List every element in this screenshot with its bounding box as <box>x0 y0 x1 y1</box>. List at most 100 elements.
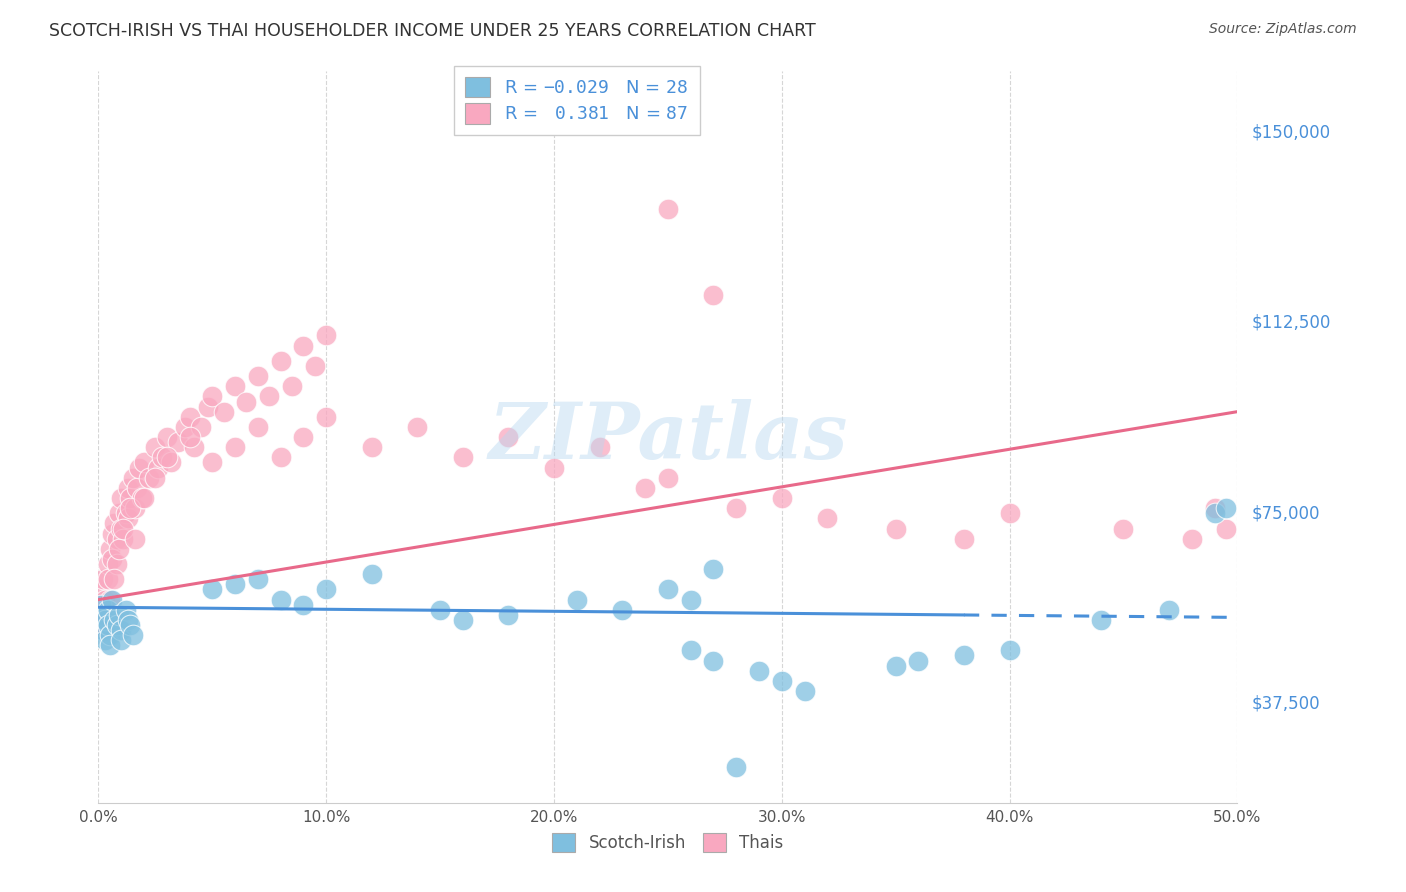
Point <box>160 455 183 469</box>
Point <box>105 557 128 571</box>
Point <box>117 481 139 495</box>
Point <box>201 582 224 597</box>
Point <box>315 328 337 343</box>
Text: $75,000: $75,000 <box>1251 504 1320 523</box>
Point <box>190 420 212 434</box>
Point <box>1157 603 1180 617</box>
Point <box>114 506 136 520</box>
Point <box>105 618 128 632</box>
Point <box>120 491 142 505</box>
Point <box>146 460 169 475</box>
Point <box>156 430 179 444</box>
Point <box>451 450 474 465</box>
Point <box>657 582 679 597</box>
Point <box>953 532 976 546</box>
Point <box>94 613 117 627</box>
Point <box>998 643 1021 657</box>
Point <box>1204 501 1226 516</box>
Point <box>179 409 201 424</box>
Point <box>108 607 131 622</box>
Point <box>1215 501 1237 516</box>
Point <box>315 582 337 597</box>
Point <box>150 450 173 465</box>
Point <box>96 557 118 571</box>
Point <box>91 623 114 637</box>
Point <box>1215 521 1237 535</box>
Point <box>131 491 153 505</box>
Point <box>793 684 815 698</box>
Point <box>105 532 128 546</box>
Point <box>197 400 219 414</box>
Point <box>90 598 112 612</box>
Point <box>91 607 114 622</box>
Point <box>201 455 224 469</box>
Point <box>124 501 146 516</box>
Point <box>96 618 118 632</box>
Point <box>884 521 907 535</box>
Point <box>156 450 179 465</box>
Point <box>98 628 121 642</box>
Point <box>246 572 269 586</box>
Point <box>145 471 167 485</box>
Point <box>132 455 155 469</box>
Point <box>96 572 118 586</box>
Point <box>1204 506 1226 520</box>
Text: Source: ZipAtlas.com: Source: ZipAtlas.com <box>1209 22 1357 37</box>
Point <box>634 481 657 495</box>
Text: $150,000: $150,000 <box>1251 123 1330 141</box>
Point <box>112 532 135 546</box>
Point <box>179 430 201 444</box>
Point <box>110 491 132 505</box>
Point <box>612 603 634 617</box>
Point <box>98 592 121 607</box>
Point <box>98 638 121 652</box>
Point <box>543 460 565 475</box>
Point <box>117 613 139 627</box>
Text: ZIPatlas: ZIPatlas <box>488 399 848 475</box>
Point <box>815 511 838 525</box>
Text: SCOTCH-IRISH VS THAI HOUSEHOLDER INCOME UNDER 25 YEARS CORRELATION CHART: SCOTCH-IRISH VS THAI HOUSEHOLDER INCOME … <box>49 22 815 40</box>
Point <box>907 654 929 668</box>
Point <box>224 577 246 591</box>
Point <box>292 430 315 444</box>
Point <box>953 648 976 663</box>
Point <box>702 288 724 302</box>
Point <box>224 440 246 454</box>
Point <box>121 628 143 642</box>
Point <box>246 420 269 434</box>
Point <box>103 516 125 531</box>
Point <box>292 598 315 612</box>
Point <box>183 440 205 454</box>
Point <box>108 541 131 556</box>
Point <box>588 440 610 454</box>
Text: $37,500: $37,500 <box>1251 695 1320 713</box>
Point <box>108 506 131 520</box>
Point <box>679 643 702 657</box>
Point <box>91 607 114 622</box>
Point <box>110 623 132 637</box>
Point <box>304 359 326 373</box>
Point <box>748 664 770 678</box>
Point <box>360 567 382 582</box>
Point <box>174 420 197 434</box>
Point <box>96 603 118 617</box>
Point <box>679 592 702 607</box>
Point <box>270 354 292 368</box>
Point <box>127 481 149 495</box>
Point <box>1181 532 1204 546</box>
Point <box>657 471 679 485</box>
Point <box>94 592 117 607</box>
Point <box>94 633 117 648</box>
Point <box>103 572 125 586</box>
Point <box>498 607 520 622</box>
Point <box>145 440 167 454</box>
Point <box>132 491 155 505</box>
Point <box>90 582 112 597</box>
Point <box>702 654 724 668</box>
Point <box>770 673 793 688</box>
Point <box>117 511 139 525</box>
Point <box>128 460 150 475</box>
Point <box>138 471 160 485</box>
Text: $112,500: $112,500 <box>1251 314 1330 332</box>
Point <box>235 394 257 409</box>
